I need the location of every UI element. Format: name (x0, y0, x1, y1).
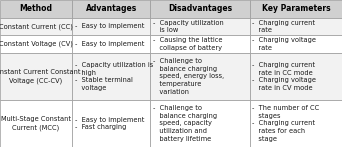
Bar (150, 18, 250, 35)
Text: -  Challenge to
   balance charging
   speed, energy loss,
   temperature
   var: - Challenge to balance charging speed, e… (153, 58, 224, 95)
Text: -  Capacity utilization is
   high
-  Stable terminal
   voltage: - Capacity utilization is high - Stable … (75, 62, 153, 91)
Bar (72, 53, 150, 100)
Bar (250, 18, 342, 35)
Bar (0, 35, 72, 53)
Text: Disadvantages: Disadvantages (168, 4, 232, 13)
Bar (250, 0, 342, 18)
Text: -  Charging current
   rate in CC mode
-  Charging voltage
   rate in CV mode: - Charging current rate in CC mode - Cha… (252, 62, 316, 91)
Bar (150, 35, 250, 53)
Text: -  Easy to implement
-  Fast charging: - Easy to implement - Fast charging (75, 117, 144, 130)
Text: Constant Voltage (CV): Constant Voltage (CV) (0, 41, 73, 47)
Text: -  Challenge to
   balance charging
   speed, capacity
   utilization and
   bat: - Challenge to balance charging speed, c… (153, 105, 218, 142)
Text: Method: Method (19, 4, 52, 13)
Bar (72, 0, 150, 18)
Text: Key Parameters: Key Parameters (262, 4, 330, 13)
Text: -  Charging current
   rate: - Charging current rate (252, 20, 315, 33)
Text: -  Easy to implement: - Easy to implement (75, 24, 144, 29)
Bar (0, 0, 72, 18)
Text: -  The number of CC
   stages
-  Charging current
   rates for each
   stage: - The number of CC stages - Charging cur… (252, 105, 320, 142)
Bar (150, 100, 250, 147)
Bar (250, 100, 342, 147)
Bar (250, 35, 342, 53)
Text: Constant Current Constant
Voltage (CC-CV): Constant Current Constant Voltage (CC-CV… (0, 69, 81, 83)
Text: -  Capacity utilization
   is low: - Capacity utilization is low (153, 20, 224, 33)
Bar (72, 35, 150, 53)
Bar (150, 53, 250, 100)
Text: -  Easy to implement: - Easy to implement (75, 41, 144, 47)
Bar (0, 18, 72, 35)
Bar (72, 100, 150, 147)
Text: -  Causing the lattice
   collapse of battery: - Causing the lattice collapse of batter… (153, 37, 223, 51)
Bar (150, 0, 250, 18)
Bar (0, 53, 72, 100)
Bar (250, 53, 342, 100)
Text: Multi-Stage Constant
Current (MCC): Multi-Stage Constant Current (MCC) (1, 116, 71, 131)
Text: Constant Current (CC): Constant Current (CC) (0, 23, 73, 30)
Text: -  Charging voltage
   rate: - Charging voltage rate (252, 37, 316, 51)
Bar (72, 18, 150, 35)
Text: Advantages: Advantages (86, 4, 137, 13)
Bar (0, 100, 72, 147)
